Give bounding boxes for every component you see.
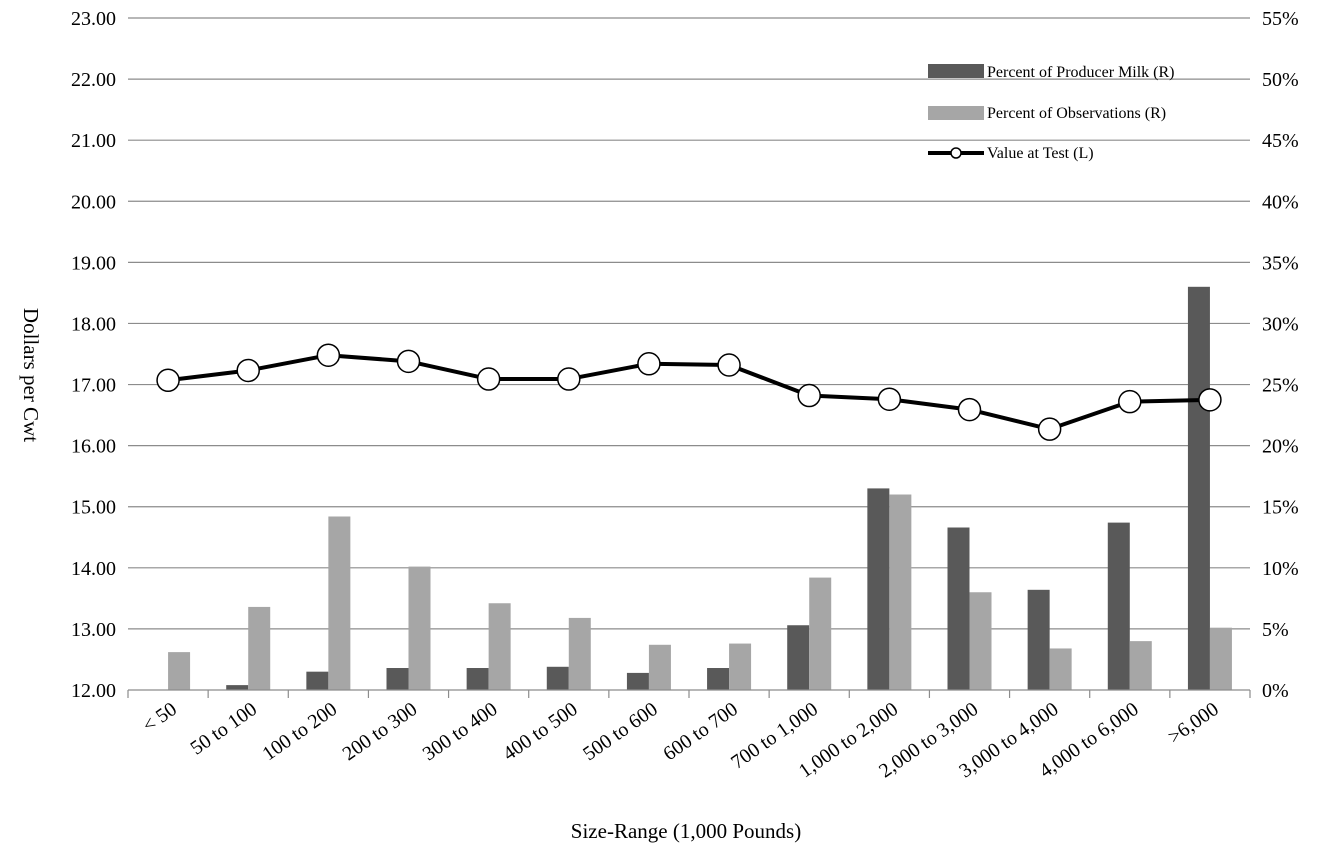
value-point bbox=[1198, 388, 1222, 412]
bar bbox=[1027, 589, 1050, 690]
x-tick-label: 300 to 400 bbox=[419, 698, 502, 765]
value-point bbox=[877, 387, 902, 411]
y2-tick-label: 30% bbox=[1262, 313, 1299, 335]
bar bbox=[867, 488, 890, 690]
bar bbox=[1049, 648, 1072, 690]
x-axis bbox=[127, 689, 1251, 698]
x-tick-label: < 50 bbox=[139, 698, 181, 737]
bar bbox=[408, 566, 431, 690]
bars bbox=[168, 286, 1232, 690]
bar bbox=[386, 668, 409, 690]
bar bbox=[466, 668, 489, 690]
bar bbox=[809, 577, 832, 690]
bar bbox=[889, 494, 912, 690]
y-tick-label: 13.00 bbox=[71, 619, 116, 641]
x-tick-label: 50 to 100 bbox=[187, 698, 262, 759]
value-point bbox=[797, 383, 821, 408]
value-point bbox=[476, 367, 501, 391]
bar bbox=[168, 652, 191, 690]
y2-tick-label: 45% bbox=[1262, 130, 1299, 152]
legend-label-observations: Percent of Observations (R) bbox=[987, 105, 1166, 122]
bar bbox=[947, 527, 970, 690]
y-tick-label: 20.00 bbox=[71, 191, 116, 213]
bar bbox=[488, 603, 511, 690]
y-tick-label: 21.00 bbox=[71, 130, 116, 152]
value-point bbox=[1118, 389, 1142, 414]
bar bbox=[248, 606, 271, 690]
left-axis-ticks: 12.00 13.00 14.00 15.00 16.00 17.00 18.00 19.00… bbox=[71, 8, 116, 702]
y-tick-label: 12.00 bbox=[71, 680, 116, 702]
y2-tick-label: 20% bbox=[1262, 436, 1299, 458]
bar bbox=[568, 617, 591, 690]
y-tick-label: 18.00 bbox=[71, 313, 116, 335]
bar bbox=[787, 625, 810, 690]
bar bbox=[969, 592, 992, 690]
right-axis-ticks: 0% 5% 10% 15% 20% 25% 30% 35% 40% 45% 50% 55% bbox=[1262, 8, 1299, 702]
legend: Percent of Producer Milk (R) Percent of … bbox=[928, 64, 1175, 162]
bar bbox=[1107, 522, 1130, 690]
y-axis-title: Dollars per Cwt bbox=[19, 308, 43, 442]
y2-tick-label: 50% bbox=[1262, 69, 1299, 91]
x-tick-label: 100 to 200 bbox=[259, 698, 342, 765]
bar bbox=[1209, 627, 1232, 690]
y2-tick-label: 35% bbox=[1262, 252, 1299, 274]
x-tick-label: 400 to 500 bbox=[499, 698, 582, 765]
bar bbox=[306, 671, 329, 690]
y-tick-label: 22.00 bbox=[71, 69, 116, 91]
bar bbox=[1129, 641, 1152, 690]
y-tick-label: 14.00 bbox=[71, 558, 116, 580]
value-point bbox=[717, 353, 741, 377]
bar bbox=[626, 672, 649, 690]
y2-tick-label: 5% bbox=[1262, 619, 1289, 641]
bar bbox=[648, 644, 671, 690]
legend-swatch-producer-milk bbox=[928, 64, 984, 78]
x-tick-label: >6,000 bbox=[1164, 698, 1223, 748]
x-tick-label: 200 to 300 bbox=[339, 698, 422, 765]
legend-swatch-value-marker bbox=[950, 147, 962, 159]
value-point bbox=[957, 397, 982, 422]
y2-tick-label: 10% bbox=[1262, 558, 1299, 580]
value-line bbox=[167, 353, 1210, 432]
bar bbox=[546, 666, 569, 690]
y-tick-label: 19.00 bbox=[71, 252, 116, 274]
bar bbox=[226, 685, 249, 690]
legend-label-producer-milk: Percent of Producer Milk (R) bbox=[987, 64, 1175, 81]
y-tick-label: 17.00 bbox=[71, 375, 116, 397]
y2-tick-label: 15% bbox=[1262, 497, 1299, 519]
bar bbox=[729, 643, 752, 690]
value-point bbox=[316, 343, 341, 367]
value-point bbox=[236, 358, 260, 383]
bar bbox=[1187, 286, 1210, 690]
x-axis-title: Size-Range (1,000 Pounds) bbox=[571, 819, 801, 843]
gridlines bbox=[128, 17, 1250, 630]
y-tick-label: 23.00 bbox=[71, 8, 116, 30]
legend-swatch-observations bbox=[928, 106, 984, 120]
bar bbox=[328, 516, 351, 690]
y2-tick-label: 40% bbox=[1262, 191, 1299, 213]
y2-tick-label: 55% bbox=[1262, 8, 1299, 30]
bar bbox=[707, 668, 730, 690]
value-point bbox=[396, 349, 421, 374]
value-point bbox=[557, 367, 581, 391]
y-tick-label: 15.00 bbox=[71, 497, 116, 519]
x-tick-label: 500 to 600 bbox=[579, 698, 662, 765]
y2-tick-label: 25% bbox=[1262, 375, 1299, 397]
y-tick-label: 16.00 bbox=[71, 436, 116, 458]
y2-tick-label: 0% bbox=[1262, 680, 1289, 702]
legend-label-value-at-test: Value at Test (L) bbox=[987, 145, 1094, 162]
value-at-test-line bbox=[156, 343, 1222, 441]
value-point bbox=[156, 368, 180, 393]
value-point bbox=[637, 352, 661, 376]
value-point bbox=[1037, 417, 1062, 441]
